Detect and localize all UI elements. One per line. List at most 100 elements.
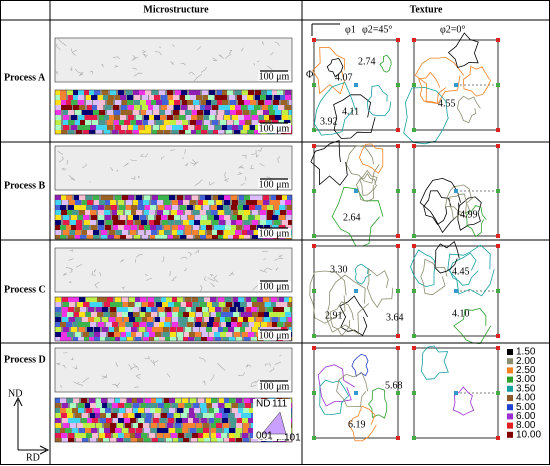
grain xyxy=(105,337,111,341)
grain xyxy=(126,332,132,337)
grain xyxy=(105,225,111,230)
grain xyxy=(153,125,159,130)
grain xyxy=(279,215,285,220)
grain xyxy=(226,322,232,327)
grain xyxy=(60,95,66,100)
grain-line xyxy=(237,172,243,175)
grain-line xyxy=(199,285,203,292)
grain xyxy=(110,423,116,428)
grain xyxy=(242,95,248,100)
grain xyxy=(89,337,95,341)
grain xyxy=(107,110,113,115)
grain-line xyxy=(150,360,155,367)
grain xyxy=(117,307,123,312)
grain xyxy=(275,115,281,120)
contour xyxy=(358,143,384,174)
grain xyxy=(220,317,226,322)
legend-swatch xyxy=(507,358,513,365)
grain xyxy=(178,200,184,205)
grain xyxy=(198,297,204,302)
grain xyxy=(222,418,228,423)
scale-bg xyxy=(258,381,291,391)
grain xyxy=(62,403,68,408)
grain xyxy=(131,120,137,125)
grain xyxy=(185,225,191,230)
grain xyxy=(82,438,88,442)
grain xyxy=(252,200,258,205)
grain xyxy=(147,327,153,332)
grain xyxy=(256,317,262,322)
grain xyxy=(197,115,203,120)
grain xyxy=(105,215,111,220)
grain xyxy=(93,195,99,200)
grain-line xyxy=(241,47,244,52)
grain-line xyxy=(183,267,187,272)
grain xyxy=(243,317,249,322)
grain xyxy=(164,225,170,230)
grain xyxy=(203,200,209,205)
orientation-marker xyxy=(396,189,400,193)
grain xyxy=(229,398,235,403)
grain xyxy=(98,438,104,442)
legend-swatch xyxy=(507,422,513,429)
grain xyxy=(87,418,93,423)
grain xyxy=(263,297,269,302)
grain xyxy=(141,413,147,418)
grain xyxy=(137,398,143,403)
grain xyxy=(79,327,85,332)
grain xyxy=(96,125,102,130)
grain xyxy=(174,100,180,105)
orientation-marker xyxy=(312,144,316,148)
grain xyxy=(196,120,202,125)
grain xyxy=(204,297,210,302)
grain xyxy=(269,110,275,115)
grain xyxy=(224,408,230,413)
grain xyxy=(261,90,267,95)
grain xyxy=(115,95,121,100)
grain xyxy=(141,220,147,225)
grain xyxy=(101,195,107,200)
grain xyxy=(273,100,279,105)
grain xyxy=(71,125,77,130)
contour xyxy=(325,274,370,335)
grain xyxy=(60,235,66,239)
grain xyxy=(229,433,235,438)
grain xyxy=(246,312,252,317)
grain xyxy=(230,105,236,110)
grain xyxy=(118,200,124,205)
grain xyxy=(107,125,113,130)
grain xyxy=(114,332,120,337)
grain xyxy=(226,220,232,225)
grain xyxy=(100,413,106,418)
peak-value: 2.64 xyxy=(343,212,361,223)
grain xyxy=(242,332,248,337)
grain xyxy=(181,215,187,220)
grain xyxy=(198,200,204,205)
grain xyxy=(218,403,224,408)
grain xyxy=(160,418,166,423)
scale-bg xyxy=(258,228,291,238)
grain xyxy=(186,302,192,307)
grain xyxy=(62,317,68,322)
grain xyxy=(274,205,280,210)
grain xyxy=(156,302,162,307)
contour xyxy=(462,65,492,97)
grain xyxy=(75,317,81,322)
grain xyxy=(226,130,232,134)
grain xyxy=(244,100,250,105)
grain xyxy=(237,418,243,423)
grain xyxy=(201,337,207,341)
grain xyxy=(217,438,223,442)
grain xyxy=(133,200,139,205)
grain xyxy=(169,428,175,433)
grain xyxy=(78,125,84,130)
grain xyxy=(222,100,228,105)
grain xyxy=(126,90,132,95)
grain xyxy=(107,100,113,105)
contour xyxy=(418,71,447,104)
scale-label: 100 μm xyxy=(259,179,290,190)
grain xyxy=(267,90,273,95)
grain-line xyxy=(132,67,137,70)
grain xyxy=(216,312,222,317)
legend-label: 3.00 xyxy=(516,374,536,385)
